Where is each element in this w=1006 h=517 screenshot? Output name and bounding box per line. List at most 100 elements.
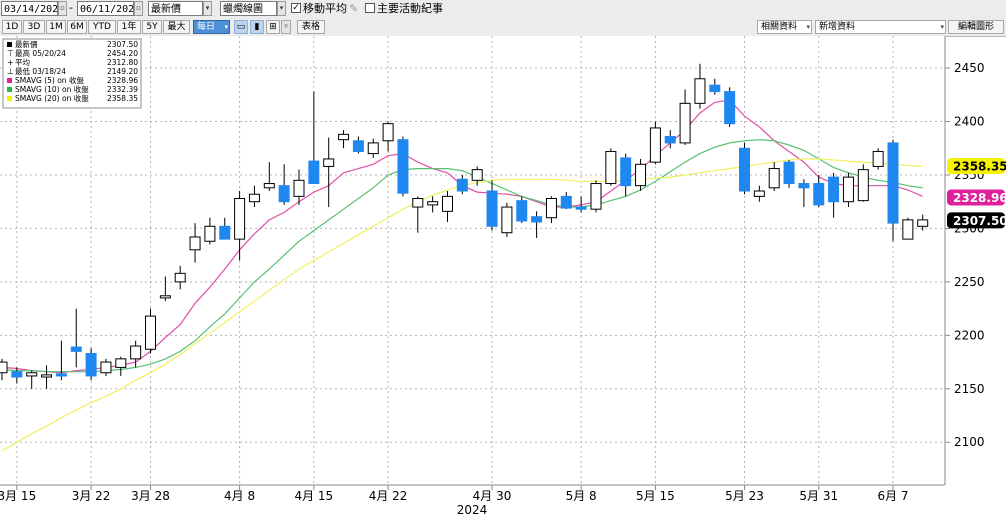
candle-body: [768, 168, 780, 189]
legend-value: 2332.39: [107, 85, 138, 94]
x-tick-label: 4月 8: [224, 489, 255, 503]
candles: [0, 63, 929, 389]
candle-body: [367, 142, 379, 155]
legend-value: 2328.96: [107, 76, 138, 85]
edit-chart-button[interactable]: 編輯圖形: [948, 20, 1004, 34]
candle-body: [456, 178, 468, 192]
x-tick-label: 4月 15: [294, 489, 333, 503]
pencil-icon[interactable]: ✎: [349, 2, 359, 15]
period-1y-button[interactable]: 1年: [117, 20, 141, 34]
y-tick-label: 2400: [954, 115, 985, 129]
candle-body: [902, 219, 914, 240]
period-3d-button[interactable]: 3D: [23, 20, 45, 34]
legend-value: 2454.20: [107, 49, 138, 58]
candle-body: [471, 169, 483, 181]
candle-body: [501, 206, 513, 234]
end-date-field[interactable]: 06/11/2024: [77, 1, 134, 16]
price-type-select[interactable]: 最新價: [148, 1, 203, 16]
more-tools-button[interactable]: ▾: [281, 20, 291, 34]
candle-body: [263, 183, 275, 189]
frequency-value: 每日: [197, 22, 216, 32]
candle-body: [159, 295, 171, 299]
related-data-label: 相關資料: [761, 22, 798, 32]
start-date-field[interactable]: 03/14/2024: [1, 1, 58, 16]
legend-average-icon: +: [7, 58, 14, 67]
period-1m-button[interactable]: 1M: [46, 20, 66, 34]
candle-body: [145, 315, 156, 350]
period-1d-button[interactable]: 1D: [2, 20, 22, 34]
y-tick-label: 2450: [954, 61, 985, 75]
candle-body: [694, 78, 706, 104]
candle-body: [516, 200, 528, 222]
candle-body: [679, 102, 691, 144]
candle-body: [278, 185, 290, 203]
price-type-dropdown-button[interactable]: ▾: [203, 1, 212, 16]
bar-chart-tool-button[interactable]: ▮: [250, 20, 264, 34]
last-value-tag: [947, 158, 1005, 175]
legend-value: 2149.20: [107, 67, 138, 76]
table-button[interactable]: 表格: [297, 20, 325, 34]
x-tick-label: 3月 22: [72, 489, 111, 503]
legend-value: 2358.35: [107, 94, 138, 103]
line-chart-tool-button[interactable]: ▭: [234, 20, 248, 34]
period-6m-button[interactable]: 6M: [67, 20, 87, 34]
x-tick-label: 5月 15: [636, 489, 675, 503]
top-toolbar: 03/14/2024 ▫ - 06/11/2024 ▫ 最新價 ▾ 蠟燭線圖 ▾…: [0, 0, 1006, 20]
sma-line: [1, 139, 923, 373]
last-value-tag-text: 2307.50: [953, 214, 1006, 228]
chevron-down-icon: ▾: [940, 23, 944, 31]
x-tick-label: 5月 23: [725, 489, 764, 503]
candle-body: [0, 361, 8, 374]
candle-body: [724, 91, 736, 125]
legend-box: [2, 38, 142, 109]
candle-body: [783, 161, 795, 185]
last-value-tag-text: 2328.96: [953, 191, 1006, 205]
candle-body: [545, 197, 557, 219]
candle-body: [620, 157, 632, 187]
frequency-select[interactable]: 每日 ▾: [193, 20, 230, 34]
legend-label: 最高 05/20/24: [15, 48, 66, 58]
chart-style-dropdown-button[interactable]: ▾: [277, 1, 286, 16]
candle-body: [412, 197, 424, 208]
x-tick-label: 4月 22: [369, 489, 408, 503]
candle-body: [739, 147, 750, 192]
legend-label: 平均: [15, 57, 30, 67]
candle-body: [753, 190, 765, 197]
candle-body: [174, 272, 186, 283]
x-tick-label: 5月 8: [566, 489, 597, 503]
legend-value: 2312.80: [107, 58, 138, 67]
candle-body: [26, 372, 38, 377]
related-data-select[interactable]: 相關資料 ▾: [757, 20, 812, 34]
period-ytd-button[interactable]: YTD: [88, 20, 116, 34]
last-value-tag-text: 2358.35: [953, 160, 1006, 174]
chart-style-select[interactable]: 蠟燭線圖: [220, 1, 277, 16]
candle-body: [115, 358, 127, 368]
candle-body: [248, 193, 260, 203]
candle-body: [887, 142, 899, 224]
candle-body: [560, 195, 572, 209]
candle-body: [842, 176, 854, 203]
zoom-tool-button[interactable]: ⊞: [266, 20, 280, 34]
candle-body: [664, 135, 676, 144]
start-date-picker-button[interactable]: ▫: [58, 1, 67, 16]
period-5y-button[interactable]: 5Y: [142, 20, 162, 34]
legend-marker: [7, 42, 12, 47]
candle-body: [70, 346, 82, 352]
candle-body: [352, 140, 364, 152]
end-date-picker-button[interactable]: ▫: [134, 1, 143, 16]
new-data-label: 新增資料: [819, 22, 856, 32]
candle-body: [130, 345, 142, 360]
legend-marker: [7, 78, 12, 83]
x-tick-label: 3月 15: [0, 489, 36, 503]
candle-body: [635, 163, 647, 187]
period-max-button[interactable]: 最大: [163, 20, 190, 34]
events-checkbox[interactable]: [365, 3, 375, 13]
legend-value: 2307.50: [107, 40, 138, 49]
y-tick-label: 2200: [954, 328, 985, 342]
moving-average-checkbox[interactable]: ✓: [291, 3, 301, 13]
y-tick-label: 2100: [954, 435, 985, 449]
candle-body: [204, 225, 216, 242]
new-data-select[interactable]: 新增資料 ▾: [815, 20, 946, 34]
